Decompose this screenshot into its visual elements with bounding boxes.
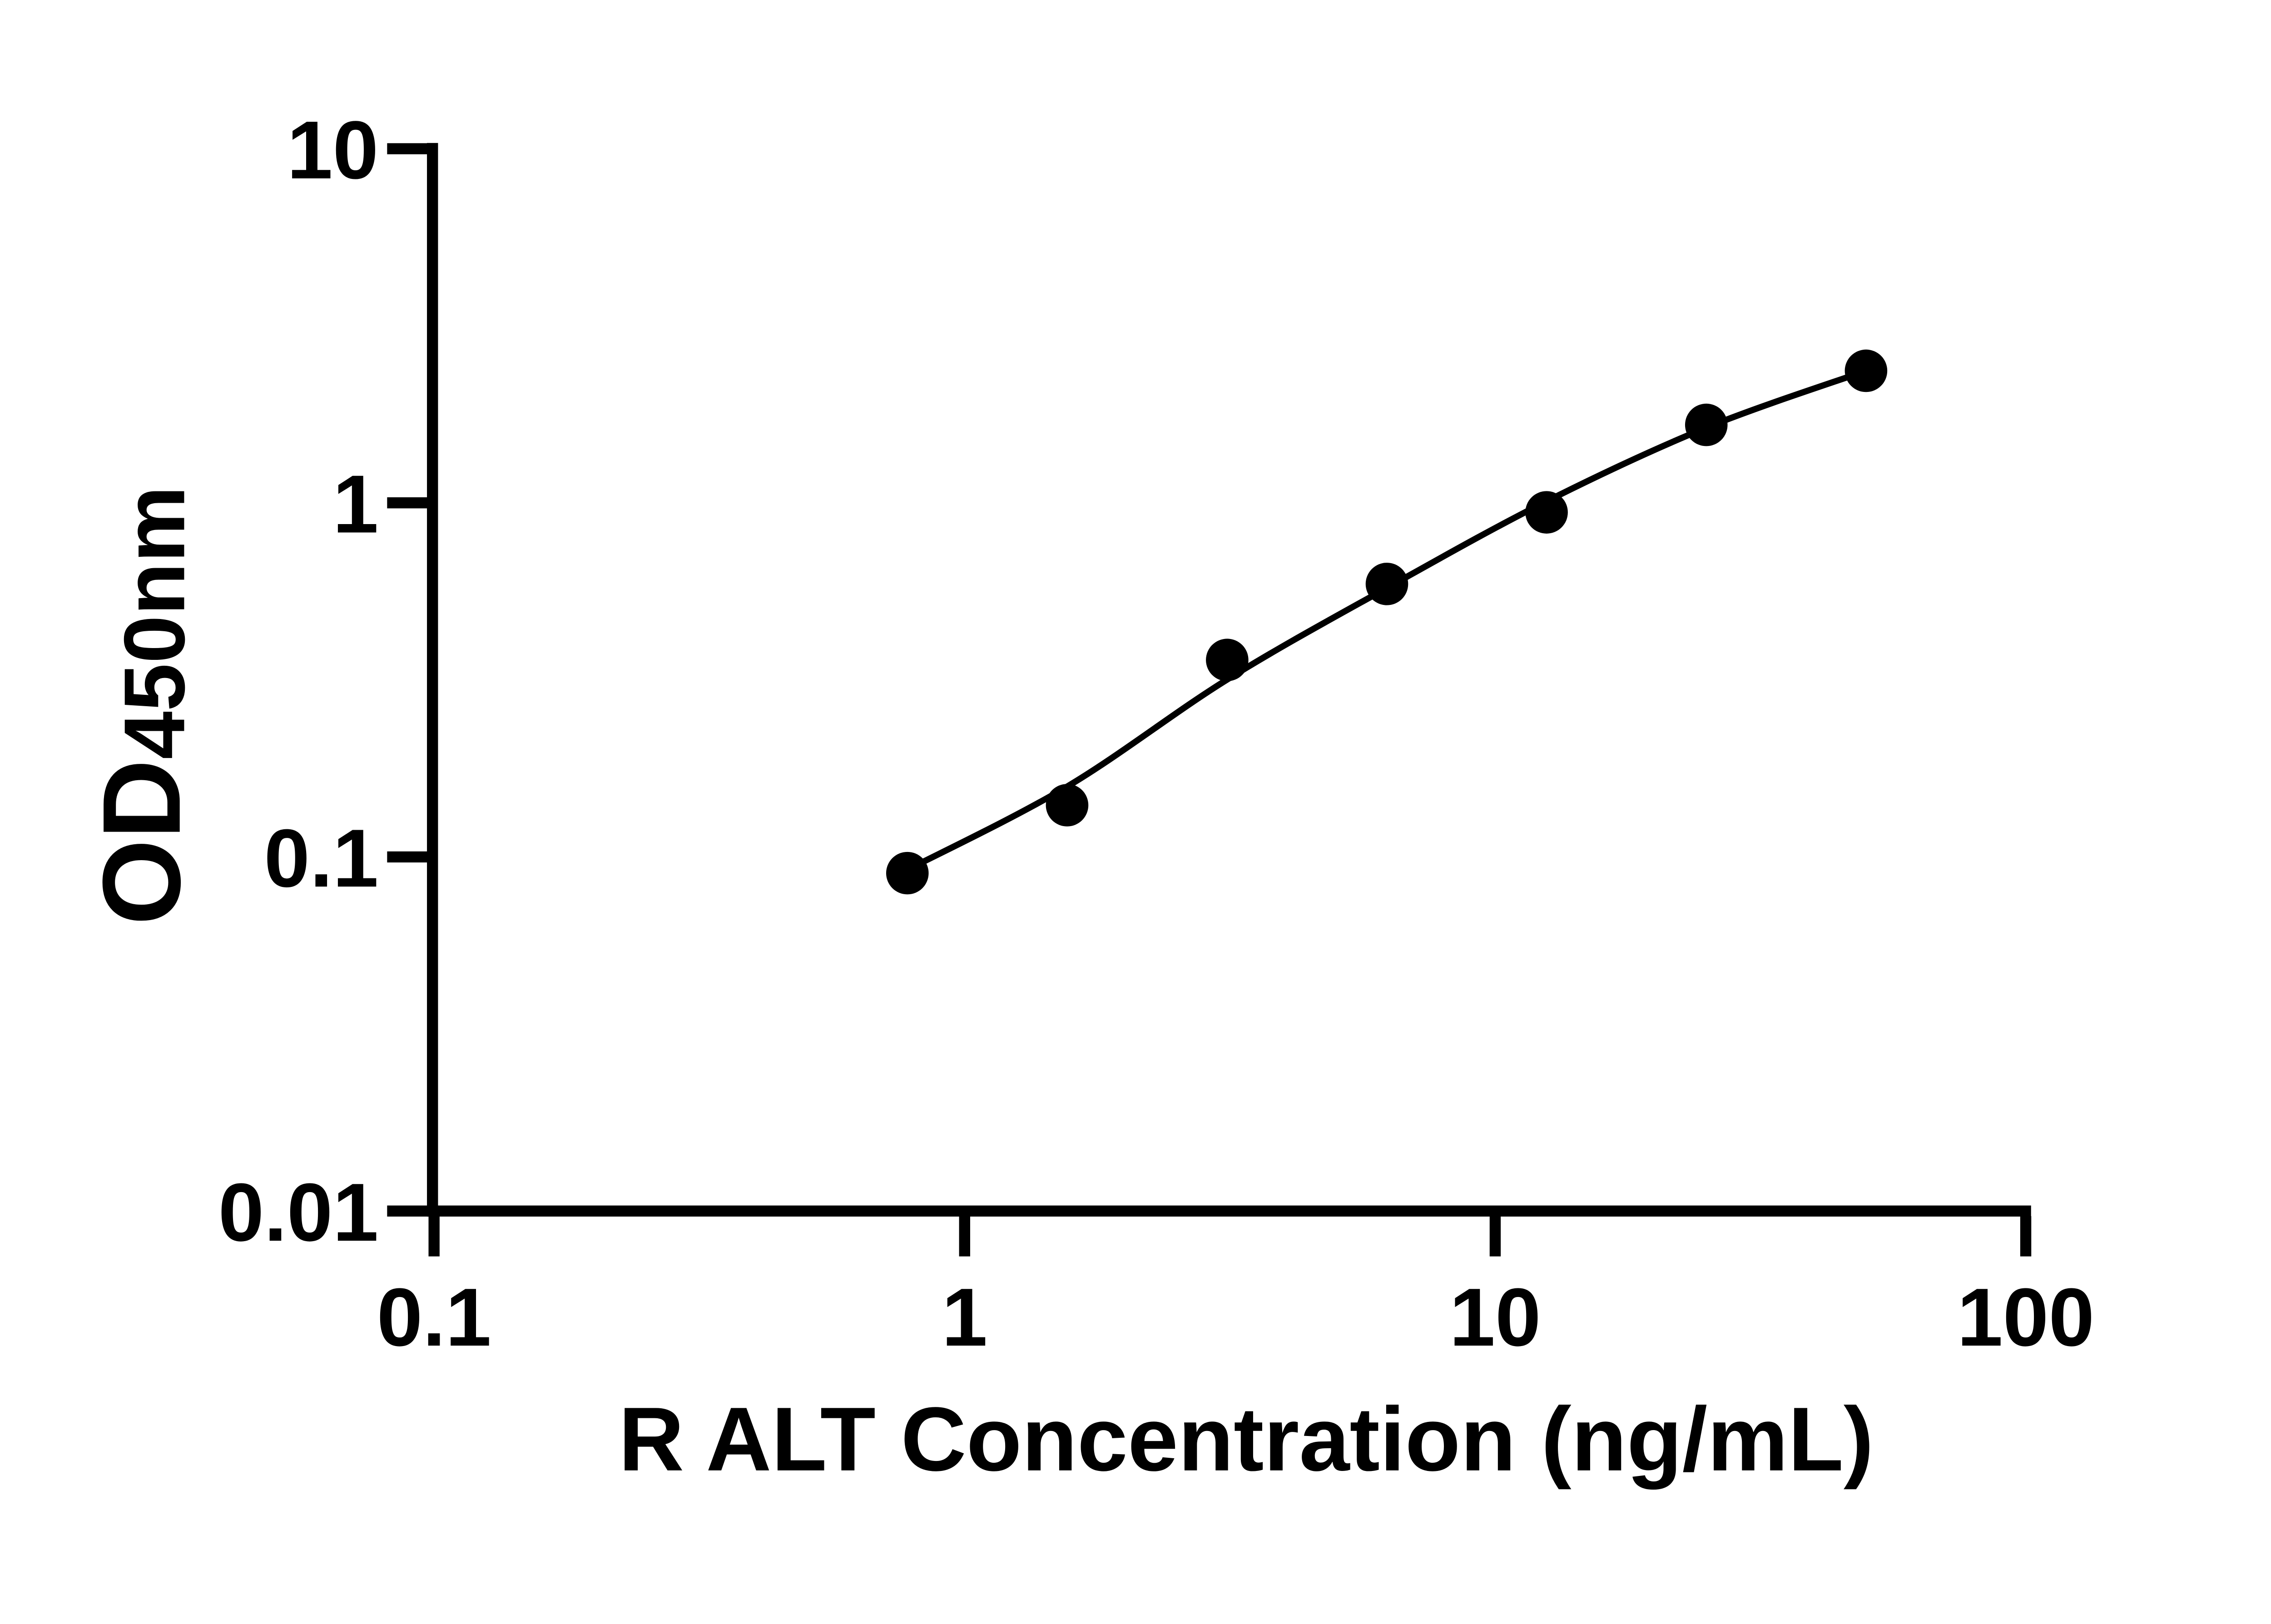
series [886, 349, 1888, 895]
data-point [1685, 403, 1728, 446]
data-point [1046, 784, 1089, 827]
y-axis-title: OD450nm [79, 486, 203, 926]
x-tick-label: 1 [942, 1272, 987, 1363]
data-point [1845, 349, 1888, 392]
x-tick [428, 1216, 440, 1257]
x-tick-label: 0.1 [377, 1272, 491, 1363]
chart-canvas: 0.01 0.1 1 10 0.1 1 10 100 R ALT Concentration … [79, 104, 2095, 1490]
data-point [886, 852, 929, 895]
y-axis-title-subscript: 450nm [106, 486, 203, 759]
x-tick-label: 100 [1957, 1272, 2094, 1363]
data-point [1206, 639, 1249, 681]
y-tick-label: 10 [287, 104, 379, 196]
y-tick [387, 1205, 433, 1217]
elisa-standard-curve-figure: 0.01 0.1 1 10 0.1 1 10 100 R ALT Concentration … [79, 104, 2095, 1490]
y-tick-label: 0.1 [264, 812, 378, 904]
x-axis-title: R ALT Concentration (ng/mL) [619, 1389, 1874, 1490]
y-axis-line [427, 143, 438, 1217]
data-point [1365, 563, 1408, 605]
y-tick [387, 497, 433, 509]
data-point [1525, 491, 1568, 534]
x-tick [959, 1216, 970, 1257]
x-axis-line [427, 1205, 2031, 1217]
axes [387, 143, 2032, 1257]
tick-labels: 0.01 0.1 1 10 0.1 1 10 100 [218, 104, 2095, 1363]
y-axis-title-main: OD [79, 759, 203, 925]
y-tick [387, 851, 433, 863]
x-tick-label: 10 [1449, 1272, 1541, 1363]
y-tick-label: 0.01 [218, 1167, 379, 1258]
x-tick [2020, 1216, 2032, 1257]
y-tick-label: 1 [333, 459, 379, 550]
x-tick [1489, 1216, 1501, 1257]
y-tick [387, 143, 433, 154]
